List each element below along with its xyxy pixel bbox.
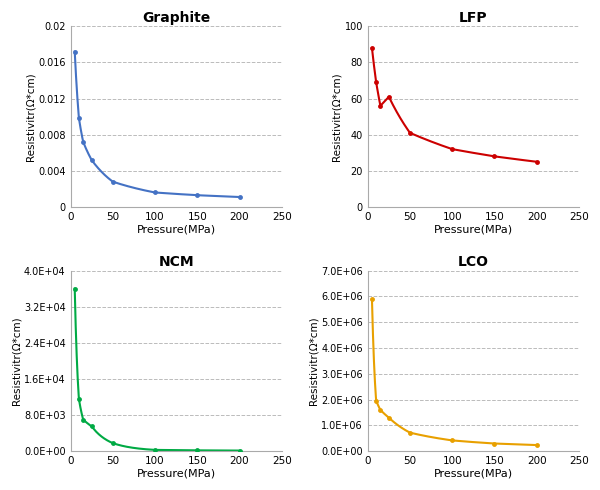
Title: LFP: LFP: [459, 11, 488, 25]
Y-axis label: Resistivitr(Ω*cm): Resistivitr(Ω*cm): [308, 317, 319, 405]
Title: NCM: NCM: [158, 255, 194, 270]
Title: Graphite: Graphite: [142, 11, 210, 25]
X-axis label: Pressure(MPa): Pressure(MPa): [137, 224, 216, 235]
Y-axis label: Resistivitr(Ω*cm): Resistivitr(Ω*cm): [25, 73, 35, 161]
Y-axis label: Resistivitr(Ω*cm): Resistivitr(Ω*cm): [332, 73, 342, 161]
X-axis label: Pressure(MPa): Pressure(MPa): [434, 469, 513, 479]
Y-axis label: Resistivitr(Ω*cm): Resistivitr(Ω*cm): [11, 317, 21, 405]
X-axis label: Pressure(MPa): Pressure(MPa): [434, 224, 513, 235]
X-axis label: Pressure(MPa): Pressure(MPa): [137, 469, 216, 479]
Title: LCO: LCO: [458, 255, 489, 270]
